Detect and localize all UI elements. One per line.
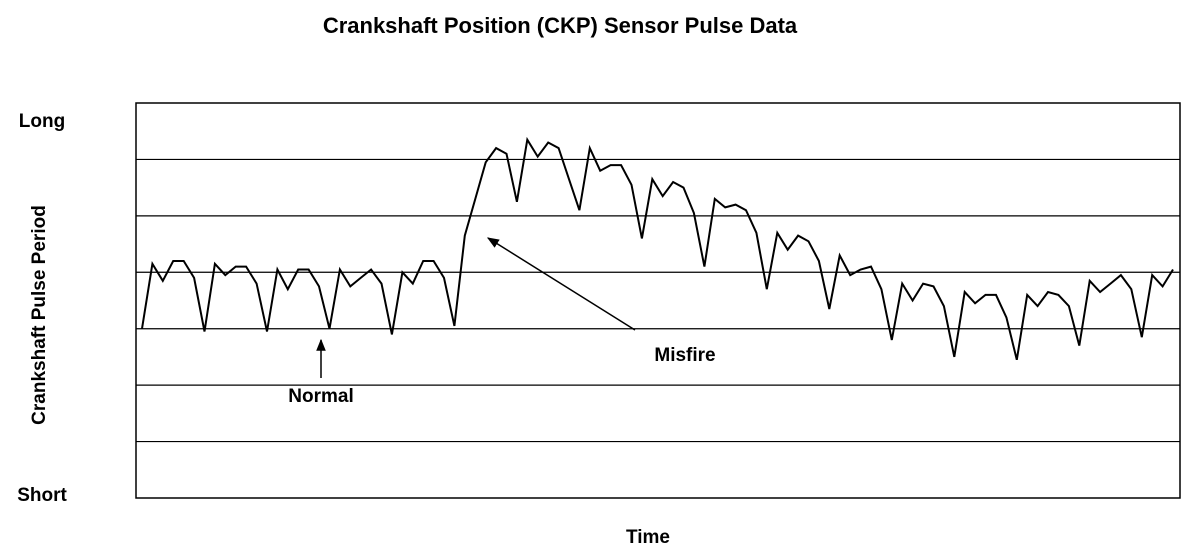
plot-frame	[135, 102, 1181, 499]
arrow	[486, 237, 636, 331]
annotation: Misfire	[654, 345, 715, 366]
x-axis-label: Time	[626, 527, 670, 548]
annotation: Normal	[288, 386, 353, 407]
data-line	[141, 136, 1174, 361]
y-tick-label: Long	[19, 111, 65, 132]
y-axis-label: Crankshaft Pulse Period	[29, 205, 50, 425]
y-tick-label: Short	[17, 485, 67, 506]
chart-title: Crankshaft Position (CKP) Sensor Pulse D…	[323, 13, 798, 38]
